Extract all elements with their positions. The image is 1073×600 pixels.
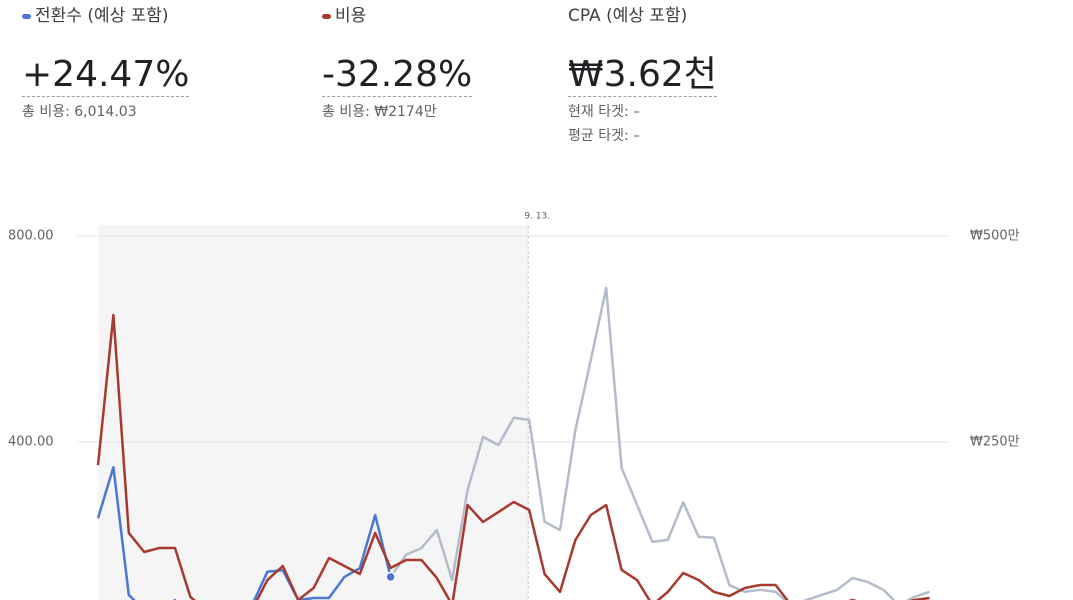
x-tick-label: 9. 13. bbox=[524, 212, 550, 222]
metric-value: +24.47% bbox=[22, 54, 190, 97]
metric-value: ₩3.62천 bbox=[568, 54, 717, 97]
metric-value: -32.28% bbox=[322, 54, 473, 97]
metric-note: 총 비용: ₩2174만 bbox=[322, 104, 437, 120]
current-point bbox=[385, 571, 396, 583]
y2-tick-label: ₩500만 bbox=[970, 229, 1020, 244]
metric-legend: 전환수 (예상 포함) bbox=[22, 0, 189, 32]
legend-label: 비용 bbox=[335, 6, 367, 26]
y-tick-label: 400.00 bbox=[8, 435, 54, 450]
y2-tick-label: ₩250만 bbox=[970, 435, 1020, 450]
metric-card[interactable]: 비용 -32.28% 총 비용: ₩2174만 bbox=[322, 0, 473, 121]
series-line bbox=[96, 313, 930, 600]
legend-label: CPA (예상 포함) bbox=[568, 6, 688, 26]
legend-label: 전환수 (예상 포함) bbox=[35, 6, 169, 26]
legend-dot bbox=[22, 13, 31, 19]
metric-note: 현재 타겟: – bbox=[568, 104, 641, 120]
metric-legend: CPA (예상 포함) bbox=[568, 0, 717, 32]
legend-dot bbox=[322, 13, 331, 19]
metric-card[interactable]: 전환수 (예상 포함) +24.47% 총 비용: 6,014.03 bbox=[22, 0, 190, 121]
metric-legend: 비용 bbox=[322, 0, 472, 32]
period-shade bbox=[98, 225, 528, 600]
metric-note: 총 비용: 6,014.03 bbox=[22, 104, 137, 120]
metric-note: 평균 타겟: – bbox=[568, 128, 641, 144]
series-line bbox=[389, 286, 930, 600]
y-tick-label: 800.00 bbox=[8, 229, 54, 244]
series-line bbox=[96, 465, 392, 600]
